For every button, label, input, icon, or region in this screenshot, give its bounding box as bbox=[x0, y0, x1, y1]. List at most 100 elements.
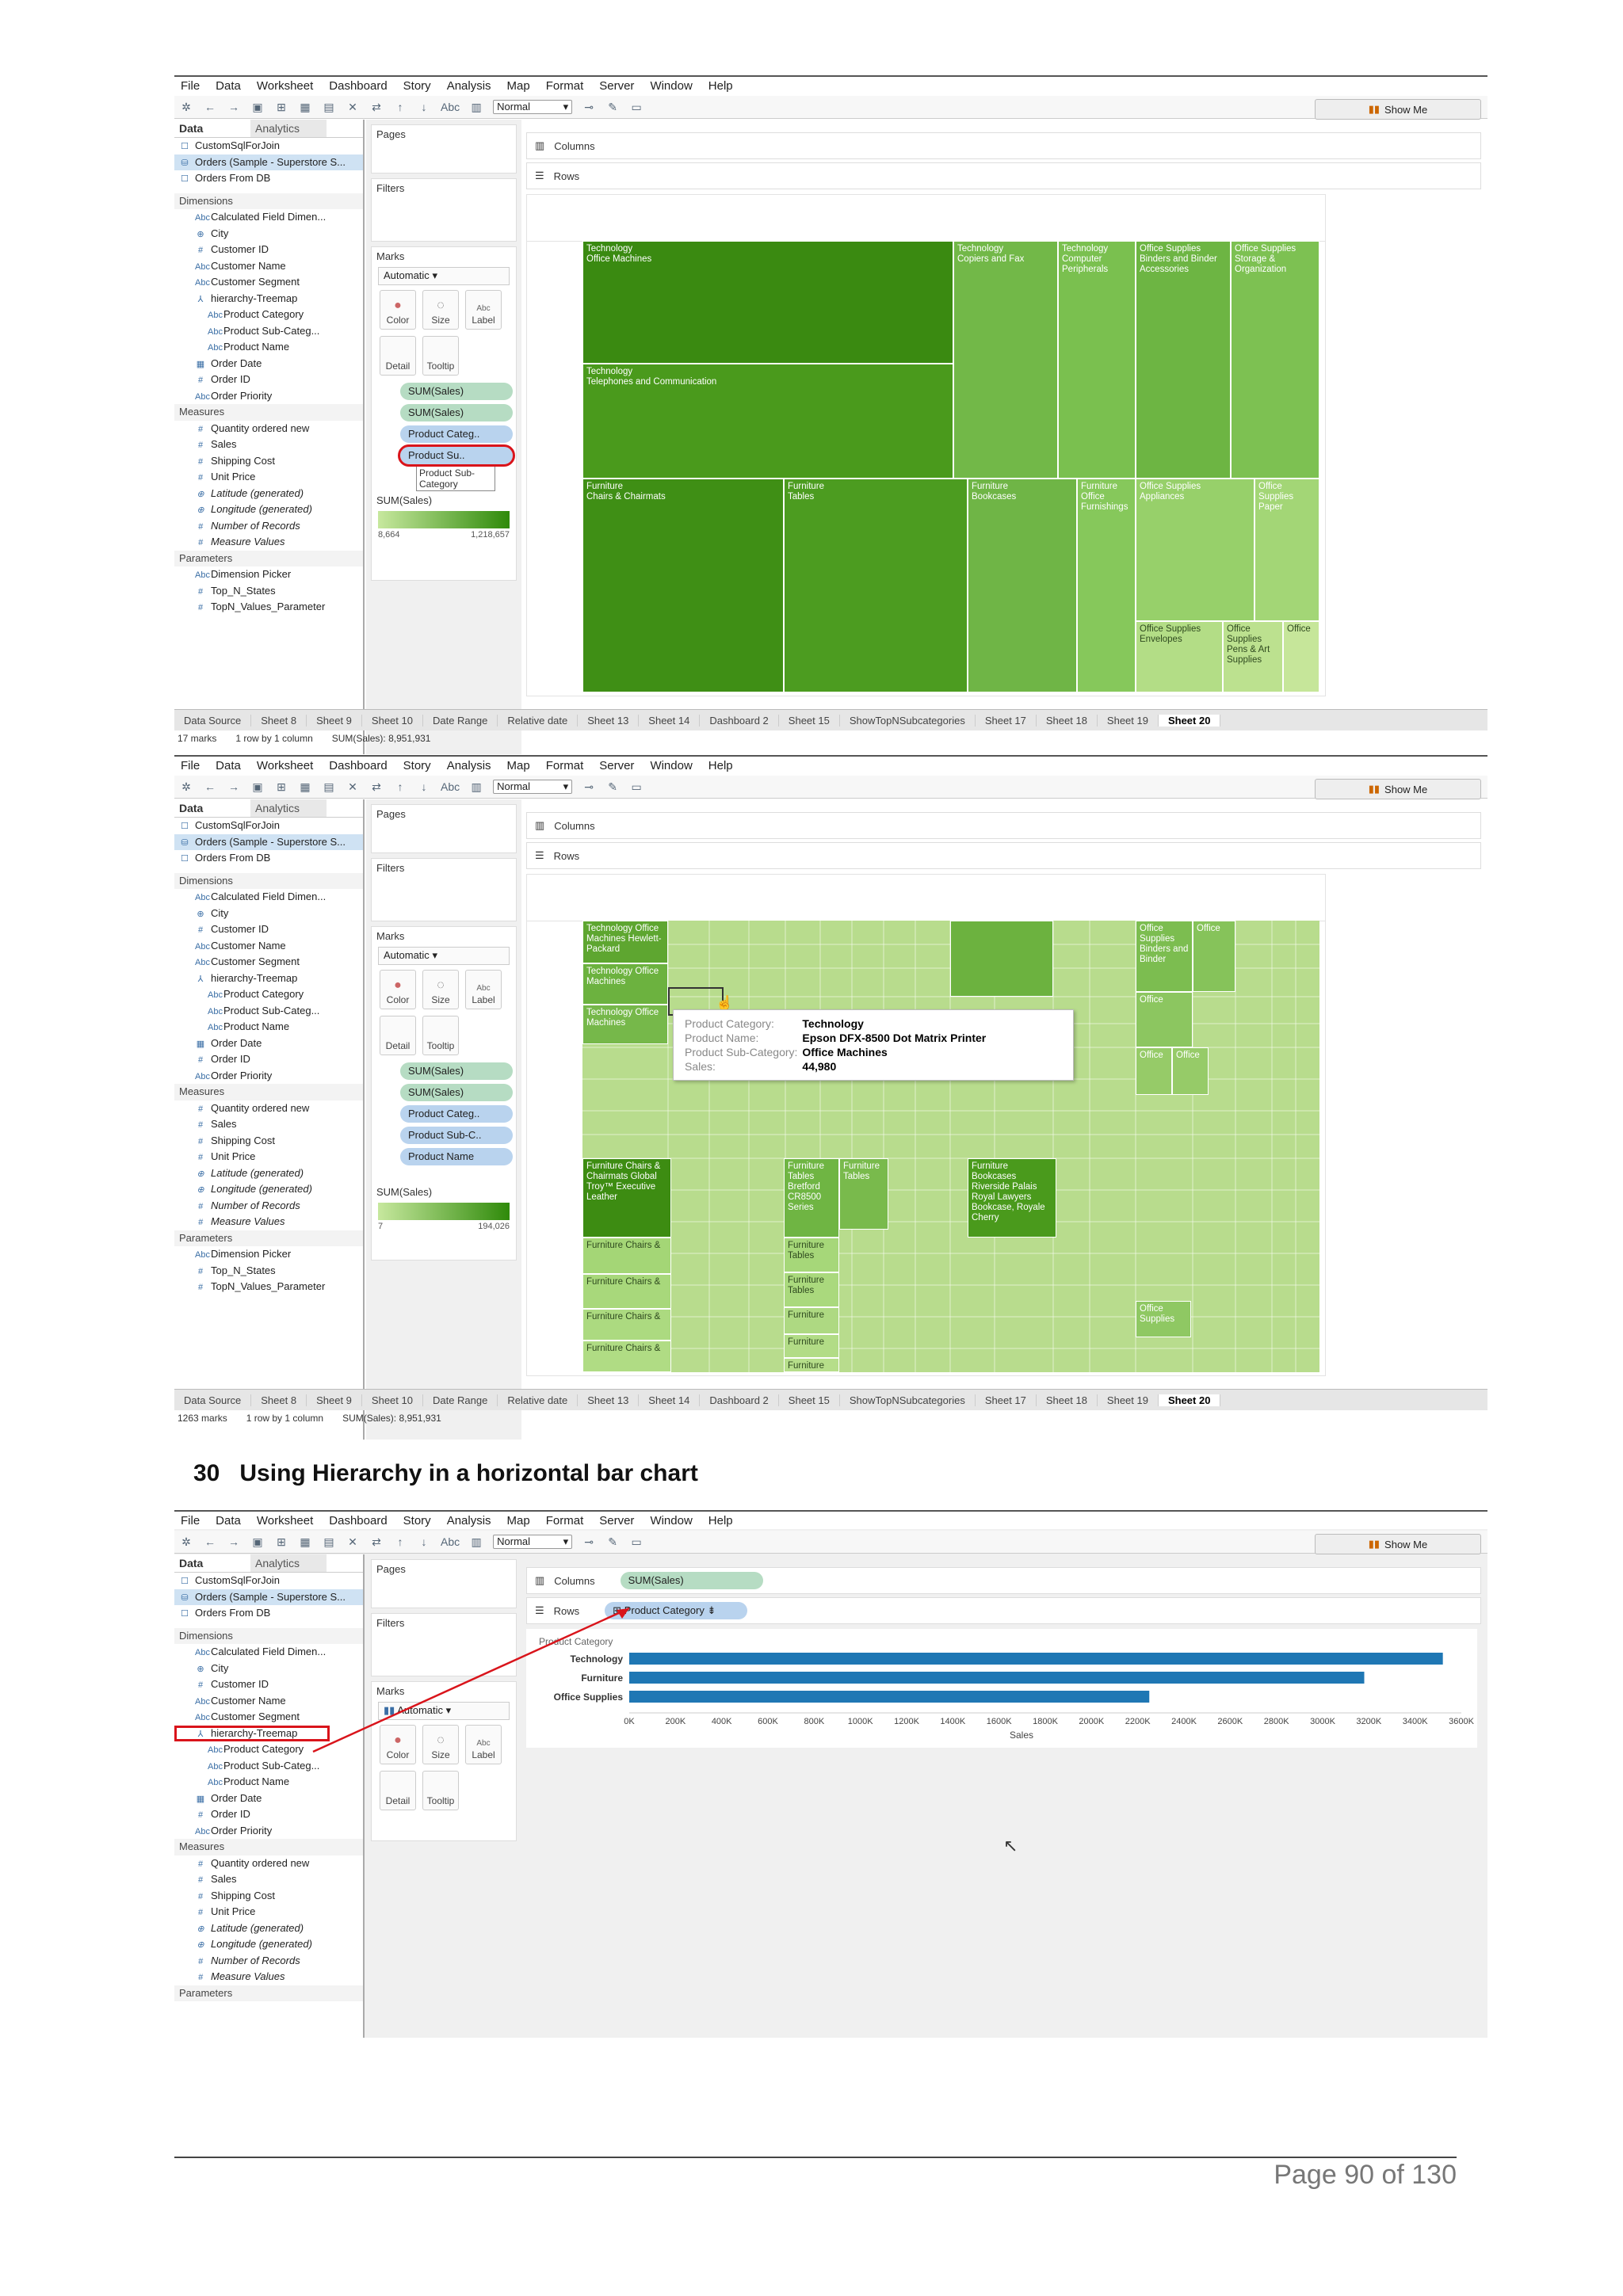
bar[interactable] bbox=[629, 1691, 1150, 1703]
tab-sheet15[interactable]: Sheet 15 bbox=[779, 1394, 840, 1406]
treemap-cell[interactable]: Office Supplies Storage & Organization bbox=[1231, 241, 1319, 479]
size-button[interactable]: ◌ Size bbox=[422, 289, 459, 330]
duplicate-sheet-icon[interactable]: ▤ bbox=[323, 100, 334, 113]
dimension-item[interactable]: AbcCustomer Name bbox=[174, 938, 363, 955]
tab-sheet9[interactable]: Sheet 9 bbox=[307, 1394, 362, 1406]
detail-button[interactable]: Detail bbox=[380, 1015, 416, 1055]
tab-sheet17[interactable]: Sheet 17 bbox=[976, 1394, 1037, 1406]
columns-shelf[interactable]: ▥ Columns bbox=[526, 132, 1481, 159]
color-pill[interactable]: SUM(Sales) bbox=[400, 403, 513, 421]
treemap-cell[interactable]: Furniture bbox=[784, 1307, 839, 1334]
measure-item[interactable]: # Number of Records bbox=[174, 518, 363, 535]
present-icon[interactable]: ▭ bbox=[631, 780, 642, 793]
pin-icon[interactable]: ⊸ bbox=[584, 100, 594, 113]
tab-dashboard2[interactable]: Dashboard 2 bbox=[700, 1394, 779, 1406]
menu-file[interactable]: File bbox=[181, 1513, 200, 1527]
show-me-button[interactable]: ▮▮ Show Me bbox=[1315, 99, 1481, 120]
treemap-cell[interactable]: Office Supplies Envelopes bbox=[1136, 621, 1223, 692]
tab-data-source[interactable]: Data Source bbox=[174, 1394, 252, 1406]
menu-server[interactable]: Server bbox=[599, 78, 635, 93]
dimension-item[interactable]: # Customer ID bbox=[174, 242, 363, 258]
tab-sheet13[interactable]: Sheet 13 bbox=[578, 714, 640, 727]
menu-file[interactable]: File bbox=[181, 78, 200, 93]
treemap-cell[interactable]: Technology Office Machines Hewlett-Packa… bbox=[582, 921, 668, 963]
sort-desc-icon[interactable]: ↓ bbox=[421, 1535, 427, 1548]
tab-relative-date[interactable]: Relative date bbox=[498, 1394, 579, 1406]
clear-sheet-icon[interactable]: ✕ bbox=[348, 1535, 357, 1548]
color-button[interactable]: ● Color bbox=[380, 1724, 416, 1764]
filters-card[interactable]: Filters bbox=[371, 858, 517, 921]
treemap-cell[interactable]: Office Supplies Paper bbox=[1254, 479, 1319, 621]
dimension-item[interactable]: ⊕ City bbox=[174, 1661, 363, 1677]
menu-analysis[interactable]: Analysis bbox=[446, 758, 491, 772]
dimension-item[interactable]: AbcCalculated Field Dimen... bbox=[174, 1644, 363, 1661]
treemap-cell[interactable]: Office bbox=[1193, 921, 1235, 992]
menu-window[interactable]: Window bbox=[650, 1513, 693, 1527]
treemap-cell[interactable]: Office Supplies Binders and Binder Access… bbox=[1136, 241, 1231, 479]
dimension-item[interactable]: # Order ID bbox=[174, 1051, 363, 1068]
menu-server[interactable]: Server bbox=[599, 758, 635, 772]
detail-button[interactable]: Detail bbox=[380, 335, 416, 376]
measure-item[interactable]: ⊕ Latitude (generated) bbox=[174, 1165, 363, 1182]
size-pill[interactable]: SUM(Sales) bbox=[400, 382, 513, 400]
labels-icon[interactable]: Abc bbox=[441, 780, 460, 793]
tab-date-range[interactable]: Date Range bbox=[423, 1394, 498, 1406]
tab-sheet14[interactable]: Sheet 14 bbox=[639, 714, 701, 727]
tab-data[interactable]: Data bbox=[179, 1557, 204, 1569]
rows-shelf[interactable]: ☰ Rows bbox=[526, 162, 1481, 189]
treemap-cell[interactable]: Furniture Tables bbox=[784, 479, 968, 692]
new-datasource-icon[interactable]: ⊞ bbox=[277, 1535, 286, 1548]
treemap-cell[interactable]: Technology Computer Peripherals bbox=[1058, 241, 1136, 479]
measure-item[interactable]: # Quantity ordered new bbox=[174, 1855, 363, 1872]
swap-icon[interactable]: ⇄ bbox=[372, 100, 381, 113]
bar[interactable] bbox=[629, 1653, 1443, 1665]
parameter-item[interactable]: AbcDimension Picker bbox=[174, 1246, 363, 1263]
pages-card[interactable]: Pages bbox=[371, 1559, 517, 1608]
label-button[interactable]: Abc Label bbox=[465, 289, 502, 330]
dimension-item[interactable]: AbcProduct Category bbox=[174, 307, 363, 323]
new-datasource-icon[interactable]: ⊞ bbox=[277, 100, 286, 113]
label-pill-subcategory[interactable]: Product Su.. bbox=[398, 444, 515, 467]
tab-sheet20[interactable]: Sheet 20 bbox=[1158, 1394, 1221, 1406]
menu-dashboard[interactable]: Dashboard bbox=[329, 758, 388, 772]
measure-item[interactable]: # Measure Values bbox=[174, 534, 363, 551]
menu-analysis[interactable]: Analysis bbox=[446, 78, 491, 93]
tooltip-button[interactable]: Tooltip bbox=[422, 335, 459, 376]
treemap-cell[interactable]: Office Supplies Binders and Binder bbox=[1136, 921, 1193, 992]
present-icon[interactable]: ▭ bbox=[631, 100, 642, 113]
sort-asc-icon[interactable]: ↑ bbox=[397, 101, 403, 113]
mark-type-select[interactable]: Automatic ▾ bbox=[378, 947, 510, 965]
labels-icon[interactable]: Abc bbox=[441, 101, 460, 113]
dimension-item[interactable]: AbcCustomer Segment bbox=[174, 1709, 363, 1726]
measure-item[interactable]: # Quantity ordered new bbox=[174, 1100, 363, 1117]
treemap-cell[interactable]: Office Supplies Appliances bbox=[1136, 479, 1254, 621]
dimension-item[interactable]: AbcOrder Priority bbox=[174, 388, 363, 405]
tab-sheet10[interactable]: Sheet 10 bbox=[362, 714, 423, 727]
menu-dashboard[interactable]: Dashboard bbox=[329, 1513, 388, 1527]
datasource-item[interactable]: ⛁ Orders (Sample - Superstore S... bbox=[174, 154, 363, 170]
back-icon[interactable]: ← bbox=[204, 1535, 216, 1548]
dimension-item[interactable]: AbcProduct Name bbox=[174, 339, 363, 356]
measure-item[interactable]: # Number of Records bbox=[174, 1953, 363, 1970]
datasource-item[interactable]: ☐ Orders From DB bbox=[174, 170, 363, 187]
sort-desc-icon[interactable]: ↓ bbox=[421, 780, 427, 793]
menu-data[interactable]: Data bbox=[216, 1513, 241, 1527]
menu-dashboard[interactable]: Dashboard bbox=[329, 78, 388, 93]
back-icon[interactable]: ← bbox=[204, 101, 216, 113]
treemap-cell[interactable]: Furniture Chairs & bbox=[582, 1238, 671, 1274]
sort-desc-icon[interactable]: ↓ bbox=[421, 101, 427, 113]
measure-item[interactable]: ⊕ Longitude (generated) bbox=[174, 1181, 363, 1198]
rows-shelf[interactable]: ☰ Rows bbox=[526, 842, 1481, 869]
rows-pill[interactable]: ⊞ Product Category ⇟ bbox=[605, 1602, 748, 1619]
menu-analysis[interactable]: Analysis bbox=[446, 1513, 491, 1527]
menu-window[interactable]: Window bbox=[650, 78, 693, 93]
label-pill-category[interactable]: Product Categ.. bbox=[400, 1104, 513, 1123]
pin-icon[interactable]: ⊸ bbox=[584, 780, 594, 793]
treemap-cell[interactable]: Furniture bbox=[784, 1334, 839, 1358]
menu-map[interactable]: Map bbox=[506, 758, 530, 772]
sort-asc-icon[interactable]: ↑ bbox=[397, 1535, 403, 1548]
tab-sheet18[interactable]: Sheet 18 bbox=[1037, 714, 1098, 727]
columns-shelf[interactable]: ▥ Columns bbox=[526, 812, 1481, 839]
dimension-item[interactable]: AbcCustomer Name bbox=[174, 258, 363, 275]
tab-date-range[interactable]: Date Range bbox=[423, 714, 498, 727]
